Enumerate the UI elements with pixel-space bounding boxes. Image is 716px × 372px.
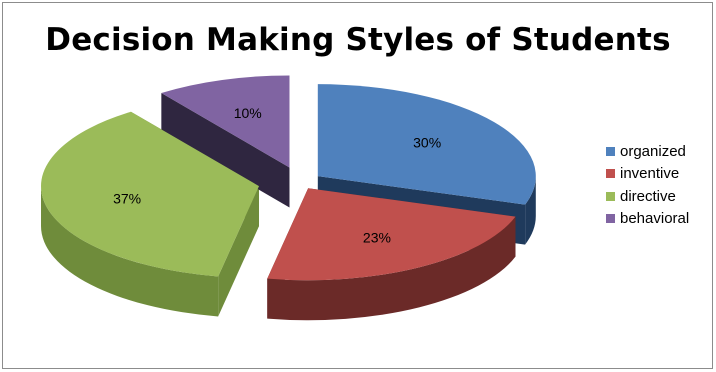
legend-label-directive: directive <box>620 187 676 205</box>
legend-swatch-behavioral <box>606 214 615 224</box>
legend-item-organized: organized <box>606 140 689 163</box>
slice-wall-directive <box>41 186 219 317</box>
chart-legend: organized inventive directive behavioral <box>606 140 689 230</box>
data-label-directive: 37% <box>113 191 141 207</box>
legend-swatch-inventive <box>606 169 615 179</box>
pie-tops <box>41 75 536 281</box>
slice-organized <box>317 84 536 205</box>
slice-wall-organized <box>525 176 536 245</box>
legend-label-behavioral: behavioral <box>620 210 690 228</box>
chart-title: Decision Making Styles of Students <box>45 22 671 58</box>
slice-inner-wall-behavioral-0 <box>161 93 290 208</box>
legend-swatch-directive <box>606 191 615 201</box>
slice-behavioral <box>161 75 290 168</box>
slice-inventive <box>267 188 516 281</box>
legend-swatch-organized <box>606 146 615 156</box>
slice-directive <box>41 111 260 277</box>
slice-wall-inventive <box>267 216 516 321</box>
data-label-behavioral: 10% <box>234 105 262 121</box>
legend-label-organized: organized <box>620 142 686 160</box>
legend-item-inventive: inventive <box>606 163 689 186</box>
data-label-inventive: 23% <box>363 229 391 245</box>
legend-label-inventive: inventive <box>620 165 680 183</box>
legend-item-directive: directive <box>606 185 689 208</box>
legend-item-behavioral: behavioral <box>606 208 689 231</box>
pie-labels: 30% 23% 37% 10% <box>113 105 441 245</box>
data-label-organized: 30% <box>413 135 441 151</box>
